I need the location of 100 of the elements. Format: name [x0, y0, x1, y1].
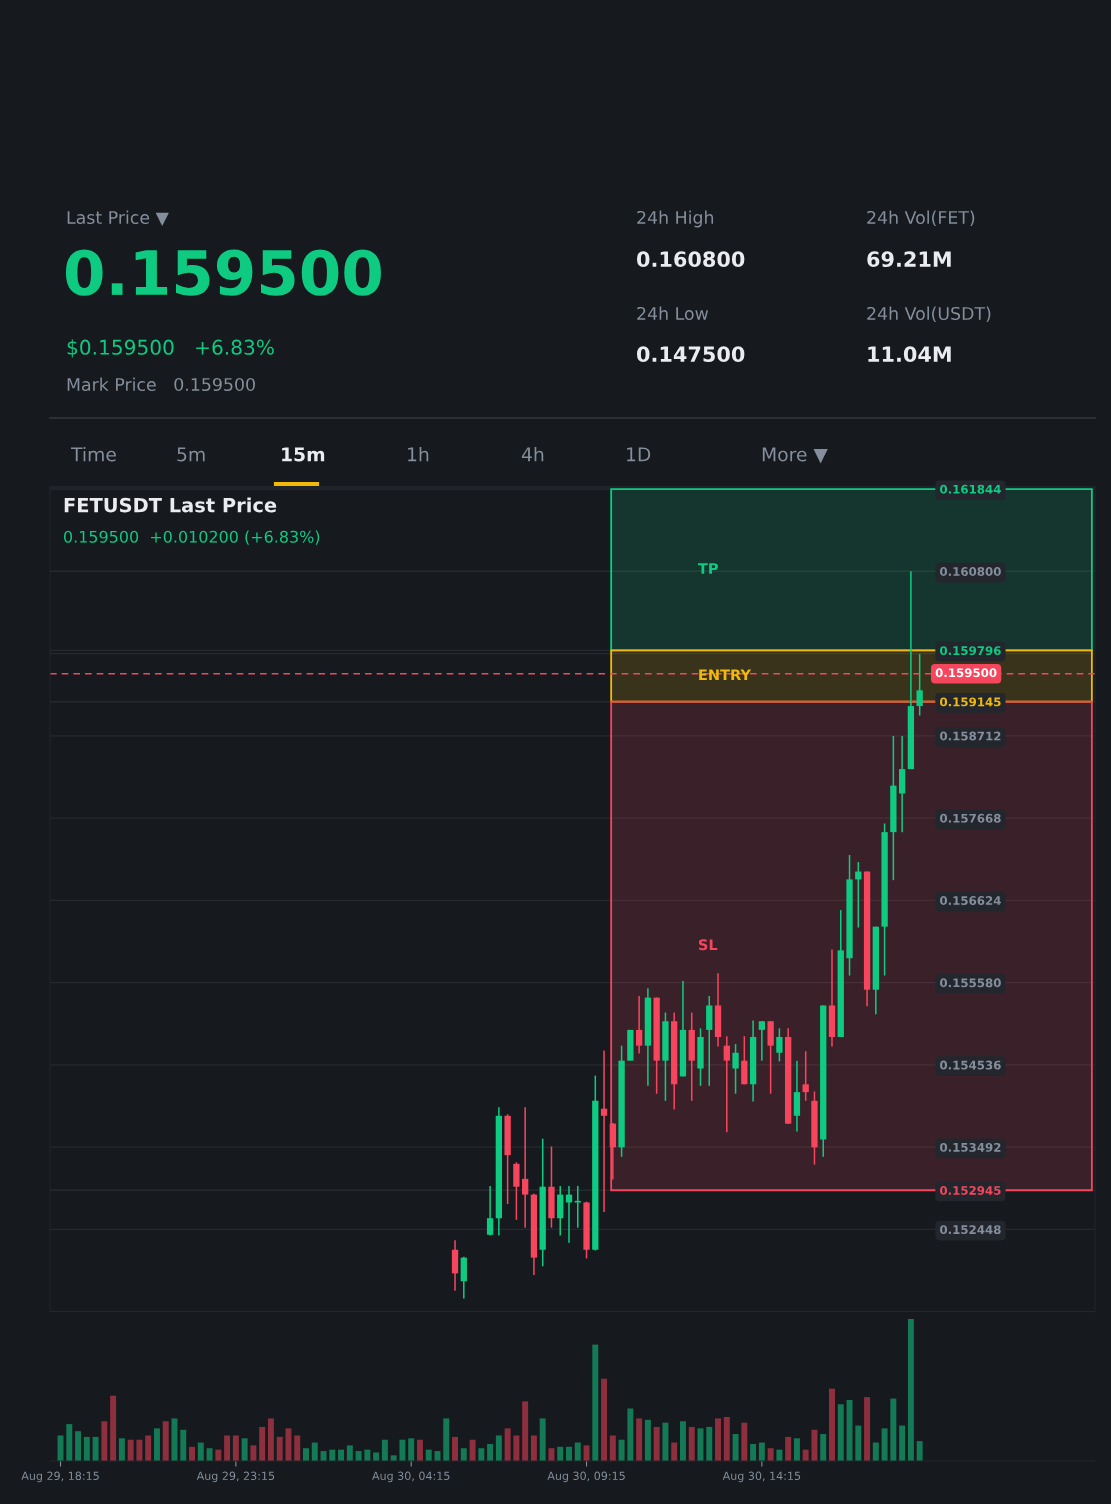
- text: 0.159500: [65, 249, 381, 296]
- bar: [399, 1439, 406, 1461]
- bar: [715, 1418, 722, 1461]
- x-tick-label: Aug 30, 14:15: [722, 1471, 801, 1483]
- bar: [381, 1439, 388, 1461]
- bar: [478, 1448, 485, 1461]
- bar: [837, 1404, 844, 1461]
- bar: [872, 1442, 879, 1461]
- bar: [557, 1446, 564, 1461]
- bar: [66, 1424, 73, 1461]
- bar: [574, 1442, 581, 1461]
- bar: [899, 1425, 906, 1461]
- bar: [609, 1435, 616, 1461]
- bar: [583, 1445, 590, 1461]
- bar: [592, 1344, 599, 1461]
- bar: [232, 1435, 239, 1461]
- bar: [153, 1428, 160, 1461]
- bar: [732, 1434, 739, 1461]
- bar: [627, 1408, 634, 1461]
- bar: [539, 1418, 546, 1461]
- bar: [793, 1438, 800, 1461]
- bar: [311, 1442, 318, 1461]
- candlestick: [793, 1059, 801, 1133]
- text: Mark Price 0.159500: [67, 377, 255, 392]
- bar: [373, 1452, 380, 1461]
- text: 4h: [521, 446, 544, 462]
- bar: [644, 1419, 651, 1461]
- bar: [443, 1418, 450, 1461]
- bar: [189, 1446, 195, 1461]
- bar: [145, 1435, 152, 1461]
- bar: [864, 1397, 871, 1461]
- y-tick-label: 0.152448: [940, 1225, 1001, 1235]
- bar: [303, 1448, 309, 1461]
- y-tick-label: 0.152945: [940, 1185, 1001, 1195]
- bar: [530, 1435, 537, 1461]
- text: 24h Vol(FET): [867, 210, 975, 227]
- bar: [241, 1438, 248, 1461]
- bar: [101, 1421, 108, 1461]
- bar: [504, 1428, 511, 1461]
- bar: [206, 1448, 213, 1461]
- y-tick-label: 0.154536: [940, 1060, 1001, 1070]
- candlestick: [513, 1161, 520, 1221]
- candlestick: [635, 995, 643, 1055]
- candlestick: [776, 1027, 783, 1063]
- y-tick-label: 0.159796: [940, 646, 1001, 656]
- bar: [197, 1442, 204, 1461]
- bar: [548, 1448, 555, 1461]
- y-tick-label: 0.155580: [940, 978, 1001, 988]
- band-label: ENTRY: [699, 669, 752, 681]
- text: 24h Vol(USDT): [867, 306, 991, 323]
- x-tick-label: Aug 29, 18:15: [21, 1471, 99, 1483]
- y-tick-label: 0.153492: [940, 1142, 1001, 1152]
- bar: [522, 1401, 529, 1461]
- bar: [162, 1421, 169, 1461]
- bar: [566, 1446, 572, 1461]
- bar: [741, 1422, 748, 1461]
- text: 15m: [282, 447, 325, 462]
- bar: [83, 1436, 90, 1461]
- bar: [846, 1399, 853, 1461]
- candlestick: [460, 1256, 467, 1300]
- candlestick: [758, 1020, 766, 1062]
- bar: [224, 1435, 231, 1461]
- candlestick: [741, 1035, 748, 1086]
- text: $0.159500 +6.83%: [67, 339, 274, 358]
- candlestick: [723, 1035, 730, 1134]
- y-tick-label: 0.161844: [940, 484, 1001, 494]
- bar: [618, 1439, 625, 1461]
- candlestick: [486, 1185, 494, 1237]
- bar: [250, 1445, 257, 1461]
- bar: [285, 1428, 292, 1461]
- bar: [75, 1431, 82, 1461]
- text: 1h: [408, 446, 429, 462]
- candlestick: [451, 1239, 459, 1292]
- bar: [320, 1451, 327, 1461]
- bar: [452, 1436, 459, 1461]
- bar: [750, 1443, 757, 1461]
- bar: [267, 1418, 274, 1461]
- bar: [723, 1417, 730, 1461]
- text: 24h Low: [637, 306, 709, 321]
- bar: [495, 1435, 502, 1461]
- x-tick-label: Aug 30, 09:15: [547, 1471, 625, 1483]
- text: 1D: [627, 447, 651, 462]
- bar: [601, 1378, 608, 1461]
- bar: [662, 1422, 669, 1461]
- bar: [679, 1421, 686, 1461]
- bar: [688, 1426, 695, 1461]
- bar: [855, 1425, 862, 1461]
- bar: [881, 1428, 888, 1461]
- text: Last Price ▼: [67, 210, 169, 226]
- bar: [829, 1388, 835, 1461]
- bar: [636, 1418, 643, 1461]
- bar: [706, 1426, 713, 1461]
- bar: [890, 1398, 897, 1461]
- text: 0.159500 +0.010200 (+6.83%): [64, 530, 320, 545]
- candlestick: [557, 1185, 564, 1237]
- bar: [355, 1451, 362, 1461]
- bar: [118, 1438, 125, 1461]
- candlestick: [600, 1049, 608, 1213]
- y-tick-label: 0.157668: [940, 813, 1001, 823]
- candlestick: [916, 653, 923, 717]
